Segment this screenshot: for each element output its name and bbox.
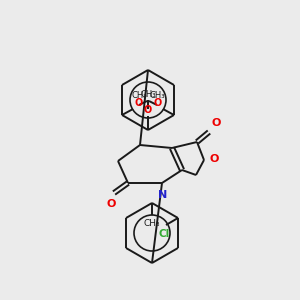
Text: CH₃: CH₃ <box>140 90 156 99</box>
Text: CH₃: CH₃ <box>131 91 147 100</box>
Text: Cl: Cl <box>158 229 169 239</box>
Text: N: N <box>158 190 168 200</box>
Text: O: O <box>154 98 162 108</box>
Text: O: O <box>209 154 218 164</box>
Text: O: O <box>144 105 152 115</box>
Text: O: O <box>134 98 142 108</box>
Text: CH₃: CH₃ <box>149 91 164 100</box>
Text: O: O <box>106 199 116 209</box>
Text: CH₃: CH₃ <box>144 219 160 228</box>
Text: O: O <box>211 118 220 128</box>
